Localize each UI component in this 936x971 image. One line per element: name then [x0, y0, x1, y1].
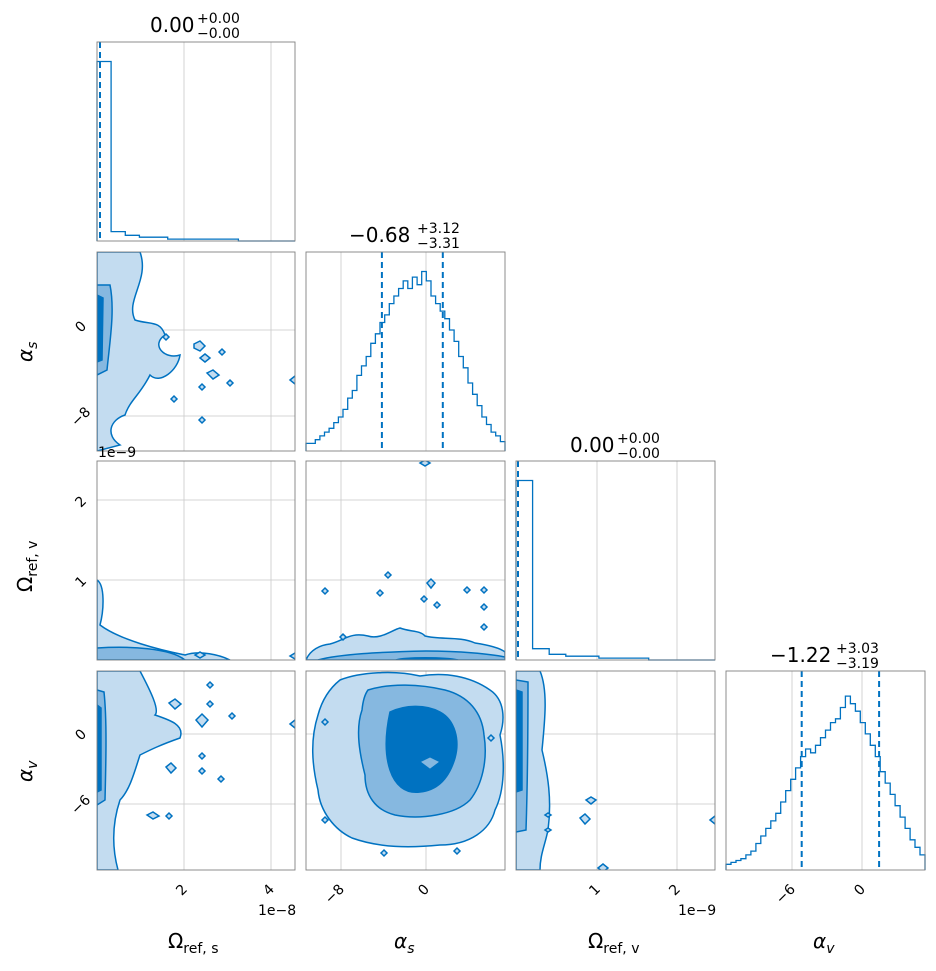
title-alpha-v-plus: +3.03 — [836, 641, 879, 657]
panel-hist-alpha-s — [305, 251, 506, 452]
title-omega-s-median: 0.00 — [150, 13, 195, 37]
title-alpha-v-median: −1.22 — [770, 643, 831, 667]
title-omega-s-minus: −0.00 — [197, 26, 240, 42]
title-alpha-s-plus: +3.12 — [417, 221, 460, 237]
title-alpha-s-median: −0.68 — [349, 223, 410, 247]
hist-omega-s-line — [96, 60, 295, 242]
title-alpha-v-minus: −3.19 — [836, 656, 879, 672]
title-omega-v-plus: +0.00 — [617, 431, 660, 447]
ytick-alpha-v-0: 0 — [72, 726, 90, 744]
ytick-alpha-v-m6: −6 — [68, 792, 94, 818]
ylabel-omega-v: Ωref, v — [13, 541, 41, 592]
xtick-omega-s-4: 4 — [260, 881, 278, 899]
offset-omega-s-x: 1e−8 — [258, 903, 296, 919]
ylabel-alpha-s: αs — [13, 342, 41, 362]
hist-alpha-v-line — [725, 695, 926, 870]
offset-omega-v-x: 1e−9 — [678, 903, 716, 919]
xtick-alpha-s-0: 0 — [415, 882, 433, 900]
xtick-alpha-s-m8: −8 — [322, 882, 348, 908]
title-omega-v-median: 0.00 — [570, 433, 615, 457]
xlabel-omega-s: Ωref, s — [168, 929, 218, 957]
hist-alpha-s-line — [305, 270, 506, 451]
title-omega-s-plus: +0.00 — [197, 11, 240, 27]
panel-2d-alpha-s-alpha-v — [305, 670, 506, 871]
panel-2d-alpha-s-omega-v — [305, 460, 506, 661]
ytick-omega-v-2: 2 — [72, 493, 90, 511]
xtick-alpha-v-m6: −6 — [773, 881, 799, 907]
hist-omega-v-line — [515, 479, 715, 661]
panel-2d-omega-s-alpha-s — [96, 251, 296, 452]
ytick-omega-v-1: 1 — [72, 573, 90, 591]
xtick-omega-v-1: 1 — [586, 882, 604, 900]
panel-hist-omega-v — [515, 460, 716, 661]
panel-hist-omega-s — [96, 41, 296, 242]
xtick-omega-s-2: 2 — [173, 882, 191, 900]
xlabel-alpha-v: αv — [813, 929, 835, 957]
xtick-omega-v-2: 2 — [666, 882, 684, 900]
offset-omega-v-y: 1e−9 — [98, 445, 136, 461]
xlabel-alpha-s: αs — [394, 929, 414, 957]
ytick-alpha-s-0: 0 — [72, 318, 90, 336]
ytick-alpha-s-m8: −8 — [68, 404, 94, 430]
panel-2d-omega-s-alpha-v — [96, 670, 296, 871]
ylabel-alpha-v: αv — [13, 760, 41, 782]
panel-2d-omega-s-omega-v — [96, 460, 296, 661]
panel-hist-alpha-v — [725, 670, 926, 871]
xtick-alpha-v-0: 0 — [851, 882, 869, 900]
xlabel-omega-v: Ωref, v — [588, 929, 639, 957]
title-omega-v-minus: −0.00 — [617, 446, 660, 462]
title-alpha-s-minus: −3.31 — [417, 236, 460, 252]
panel-2d-omega-v-alpha-v — [515, 670, 716, 871]
